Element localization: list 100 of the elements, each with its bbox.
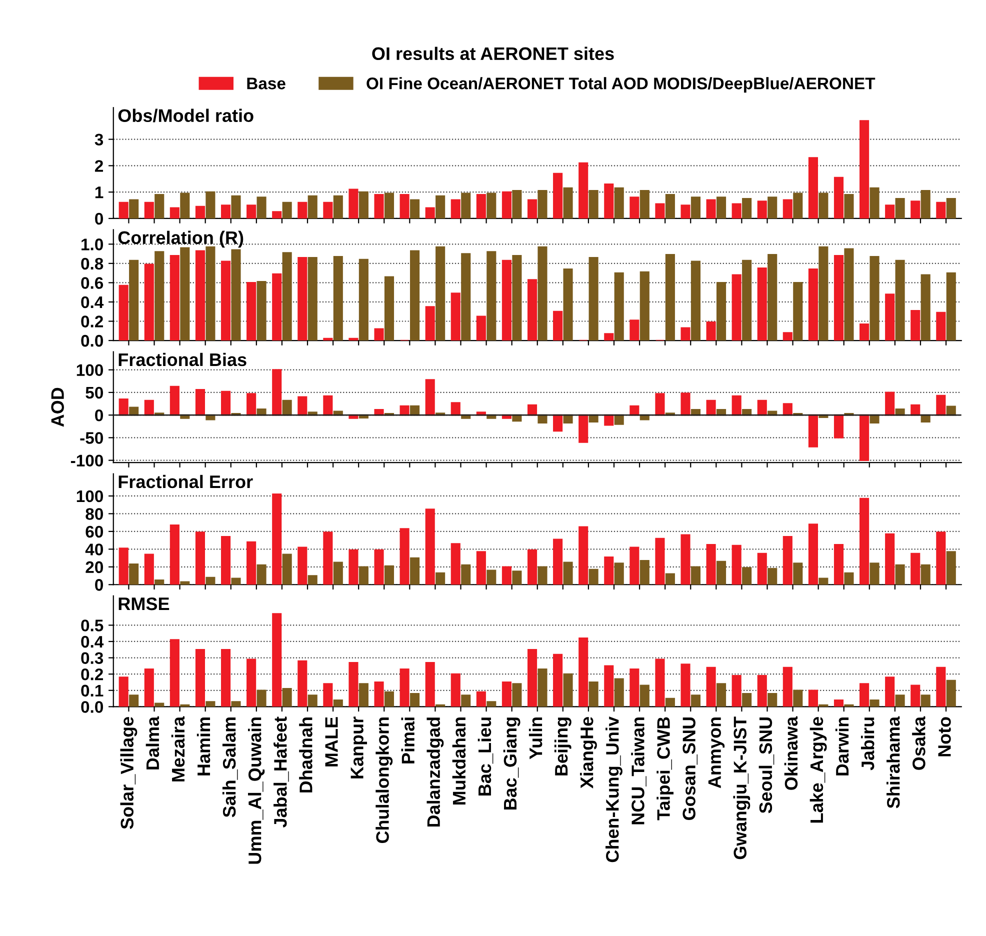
y-tick-label: 0.1 <box>81 684 104 697</box>
bar <box>844 572 854 585</box>
bar <box>885 533 895 585</box>
bar <box>323 683 333 707</box>
bar <box>298 202 308 218</box>
bar <box>946 680 956 707</box>
x-tick-label: Bac_Giang <box>503 718 520 810</box>
x-tick-label: Gwangju_K-JIST <box>733 716 750 860</box>
bar <box>502 191 512 218</box>
bar <box>732 675 742 707</box>
bar <box>732 544 742 585</box>
bar <box>323 202 333 218</box>
bar <box>640 190 650 218</box>
bar <box>144 264 154 341</box>
bar <box>655 658 665 707</box>
bar <box>630 320 640 341</box>
bar <box>476 194 486 218</box>
bar <box>527 279 538 341</box>
bar <box>768 254 778 341</box>
bar <box>333 195 343 218</box>
bar <box>486 701 496 707</box>
bar <box>742 567 752 585</box>
x-tick-label: Solar_Village <box>120 717 138 829</box>
bar <box>895 198 905 218</box>
x-tick-label: Beijing <box>554 718 572 776</box>
bar <box>384 565 394 585</box>
x-tick-label: Bac_Lieu <box>478 718 494 796</box>
bar <box>195 250 206 341</box>
bar <box>563 268 573 341</box>
bar <box>527 648 538 707</box>
bar <box>936 202 946 218</box>
bar <box>425 662 435 707</box>
bar <box>834 255 844 341</box>
bar <box>450 543 460 585</box>
chart-title: Fractional Bias <box>118 352 246 366</box>
bar <box>502 682 512 707</box>
bar <box>450 402 460 416</box>
bar <box>461 564 471 585</box>
bar <box>630 196 640 218</box>
bar <box>706 544 716 585</box>
bar <box>578 638 588 707</box>
bar <box>630 546 640 585</box>
bar <box>860 414 870 462</box>
bar <box>272 494 282 585</box>
bar <box>936 394 946 416</box>
bar <box>706 400 716 416</box>
bar <box>282 202 292 218</box>
bar <box>757 400 767 416</box>
bar <box>920 190 930 218</box>
bar <box>170 386 180 416</box>
bar <box>680 664 690 707</box>
bar <box>450 199 460 218</box>
bar <box>885 294 895 341</box>
x-tick-label: Dalma <box>146 716 160 770</box>
bar <box>768 692 778 707</box>
bar <box>220 260 231 341</box>
bar <box>920 564 930 585</box>
bar <box>946 198 956 218</box>
bar <box>461 694 471 707</box>
x-tick-label: Gosan_SNU <box>682 718 698 820</box>
bar <box>563 562 573 585</box>
y-tick-label: 50 <box>86 386 103 399</box>
bar <box>180 581 190 585</box>
bar <box>782 666 792 707</box>
bar <box>195 389 206 416</box>
bar <box>231 701 241 707</box>
bar <box>640 560 650 585</box>
bar <box>604 183 614 218</box>
y-tick-label: 3 <box>94 134 104 146</box>
y-tick-label: 100 <box>76 364 103 376</box>
bar <box>323 395 333 416</box>
x-tick-label: Chen-Kung_Univ <box>606 716 622 862</box>
bar <box>282 554 292 585</box>
bar <box>129 694 139 707</box>
bar <box>231 578 241 585</box>
bar <box>818 246 828 341</box>
x-tick-label: Jabiru <box>860 718 874 770</box>
bar <box>154 251 164 341</box>
y-tick-label: 0.3 <box>81 652 104 664</box>
bar <box>742 198 752 218</box>
chart-title: OI results at AERONET sites <box>372 46 614 60</box>
x-tick-label: Dalanzadgad <box>426 718 444 827</box>
bar <box>246 282 256 341</box>
bar <box>374 328 384 341</box>
bar <box>870 562 880 585</box>
bar <box>588 568 598 585</box>
bar <box>553 654 563 707</box>
bar <box>527 199 538 218</box>
x-tick-label: Lake_Argyle <box>810 717 827 823</box>
bar <box>553 538 563 585</box>
x-tick-label: Umm_Al_Quwain <box>248 718 265 864</box>
x-tick-label: Noto <box>938 717 951 756</box>
bar <box>374 682 384 707</box>
bar <box>553 172 563 218</box>
bar <box>706 666 716 707</box>
bar <box>808 414 818 448</box>
bar <box>256 196 266 218</box>
bar <box>298 256 308 341</box>
bar <box>885 392 895 416</box>
bar <box>690 694 701 707</box>
